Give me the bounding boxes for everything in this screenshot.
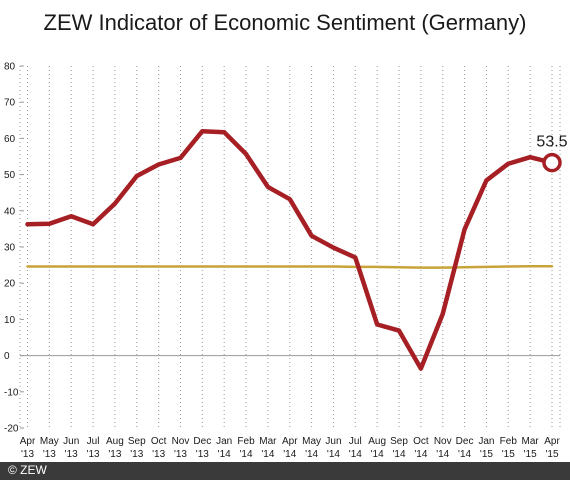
x-tick-label-year: '15 [524,449,537,460]
x-tick-label-year: '14 [327,449,340,460]
x-tick-label-month: Jul [349,436,362,447]
y-tick-label: 70 [4,98,16,109]
x-tick-label-year: '14 [218,449,231,460]
y-tick-label: -20 [4,424,19,435]
copyright-bar: © ZEW [0,462,570,480]
x-tick-label-year: '13 [130,449,143,460]
x-tick-label-month: Apr [544,436,560,447]
x-tick-label-year: '15 [480,449,493,460]
x-tick-label-year: '13 [87,449,100,460]
x-tick-label-month: Nov [434,436,452,447]
x-tick-label-year: '14 [305,449,318,460]
x-tick-label-month: Jul [87,436,100,447]
x-tick-label-year: '13 [65,449,78,460]
y-tick-label: 10 [4,315,16,326]
y-tick-label: 20 [4,279,16,290]
x-tick-label-month: Oct [413,436,429,447]
y-axis: 80 70 60 50 40 30 20 10 0 -10 -20 [4,62,24,435]
x-tick-label-year: '14 [261,449,274,460]
x-tick-label-month: Sep [390,436,408,447]
y-tick-label: 40 [4,206,16,217]
x-tick-label-month: Oct [151,436,167,447]
x-tick-label-month: Nov [172,436,190,447]
x-tick-label-month: May [40,436,59,447]
x-tick-label-month: Jan [216,436,232,447]
x-tick-label-year: '14 [436,449,449,460]
end-value-label: 53.5 [536,134,567,151]
y-tick-label: 80 [4,62,16,73]
x-tick-label-month: May [302,436,321,447]
y-tick-label: -10 [4,387,19,398]
x-tick-label-year: '14 [371,449,384,460]
x-axis: Apr '13 May '13 Jun '13 Jul '13 Aug '13 Sep '13 Oct '… [20,436,561,460]
x-tick-label-year: '13 [196,449,209,460]
grid-layer [19,66,561,428]
y-tick-label: 30 [4,243,16,254]
x-tick-label-year: '15 [502,449,515,460]
copyright-text: © ZEW [8,463,47,477]
x-tick-label-month: Dec [456,436,474,447]
x-tick-label-month: Mar [259,436,277,447]
x-tick-label-year: '13 [108,449,121,460]
y-tick-label: 60 [4,134,16,145]
x-tick-label-year: '14 [392,449,405,460]
x-tick-label-month: Sep [128,436,146,447]
x-tick-label-month: Jan [478,436,494,447]
x-tick-label-year: '14 [283,449,296,460]
x-tick-label-month: Dec [193,436,211,447]
x-tick-label-month: Feb [500,436,518,447]
series-layer [25,128,562,371]
x-tick-label-month: Aug [368,436,386,447]
x-tick-label-year: '14 [414,449,427,460]
x-tick-label-year: '15 [545,449,558,460]
x-tick-label-month: Feb [237,436,255,447]
average-line [26,264,554,269]
y-tick-label: 0 [4,351,10,362]
x-tick-label-year: '14 [349,449,362,460]
end-point-marker [542,152,562,173]
x-tick-label-year: '13 [43,449,56,460]
x-tick-label-month: Apr [20,436,36,447]
x-tick-label-year: '13 [174,449,187,460]
x-tick-label-month: Mar [522,436,540,447]
sentiment-line [25,128,555,371]
x-tick-label-year: '13 [21,449,34,460]
x-tick-label-month: Apr [282,436,298,447]
x-tick-label-month: Jun [325,436,341,447]
y-tick-label: 50 [4,170,16,181]
x-tick-label-year: '14 [458,449,471,460]
chart-title: ZEW Indicator of Economic Sentiment (Ger… [43,10,527,35]
line-chart: 80 70 60 50 40 30 20 10 0 -10 -20 Apr '13 May '13 Jun '… [4,62,568,461]
x-tick-label-year: '13 [152,449,165,460]
x-tick-label-month: Jun [63,436,79,447]
x-tick-label-year: '14 [240,449,253,460]
x-tick-label-month: Aug [106,436,124,447]
